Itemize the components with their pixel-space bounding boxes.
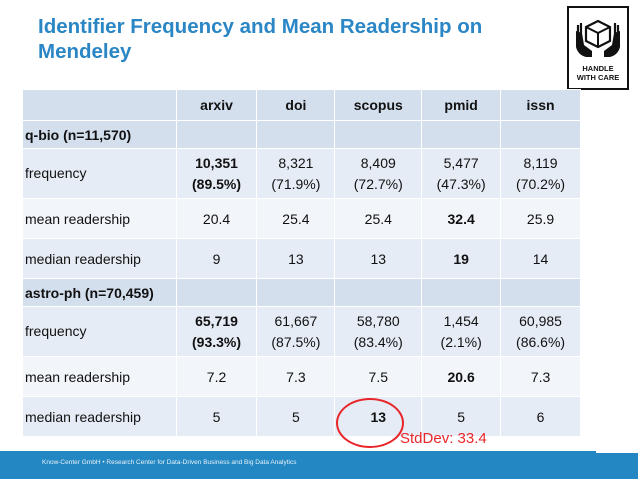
column-header-doi: doi bbox=[256, 89, 336, 121]
table-row: frequency 65,719 (93.3%) 61,667 (87.5%) 58,… bbox=[22, 306, 581, 357]
section-empty-cell bbox=[256, 278, 336, 307]
section-empty-cell bbox=[500, 278, 581, 307]
footer-bar: Know-Center GmbH • Research Center for D… bbox=[0, 451, 638, 479]
table-cell: 1,454 (2.1%) bbox=[421, 306, 502, 357]
table-row: mean readership 7.2 7.3 7.5 20.6 7.3 bbox=[22, 356, 581, 397]
table-cell: 8,119 (70.2%) bbox=[500, 148, 581, 199]
section-empty-cell bbox=[175, 120, 258, 149]
section-empty-cell bbox=[421, 120, 502, 149]
row-label: mean readership bbox=[22, 198, 177, 239]
section-empty-cell bbox=[256, 120, 336, 149]
table-cell: 58,780 (83.4%) bbox=[334, 306, 423, 357]
table-cell: 19 bbox=[421, 238, 502, 279]
section-empty-cell bbox=[500, 120, 581, 149]
highlight-circle bbox=[336, 398, 404, 448]
header-empty-cell bbox=[22, 89, 177, 121]
section-label: q-bio (n=11,570) bbox=[22, 120, 177, 149]
table-cell: 20.4 bbox=[175, 198, 258, 239]
row-label: median readership bbox=[22, 396, 177, 437]
table-cell: 13 bbox=[256, 238, 336, 279]
row-label: mean readership bbox=[22, 356, 177, 397]
table-cell: 13 bbox=[334, 238, 423, 279]
identifier-table: arxiv doi scopus pmid issn q-bio (n=11,570) fr… bbox=[22, 89, 581, 437]
section-label: astro-ph (n=70,459) bbox=[22, 278, 177, 307]
table-row: median readership 5 5 13 5 6 bbox=[22, 396, 581, 437]
table-cell: 32.4 bbox=[421, 198, 502, 239]
table-cell: 5 bbox=[256, 396, 336, 437]
table-cell: 9 bbox=[175, 238, 258, 279]
column-header-scopus: scopus bbox=[334, 89, 423, 121]
table-cell: 7.2 bbox=[175, 356, 258, 397]
logo-text-line1: HANDLE bbox=[582, 64, 614, 73]
table-cell: 60,985 (86.6%) bbox=[500, 306, 581, 357]
section-empty-cell bbox=[175, 278, 258, 307]
table-cell: 8,409 (72.7%) bbox=[334, 148, 423, 199]
table-row: median readership 9 13 13 19 14 bbox=[22, 238, 581, 279]
table-row: mean readership 20.4 25.4 25.4 32.4 25.9 bbox=[22, 198, 581, 239]
table-cell: 7.3 bbox=[500, 356, 581, 397]
table-cell: 14 bbox=[500, 238, 581, 279]
column-header-pmid: pmid bbox=[421, 89, 502, 121]
table-cell: 20.6 bbox=[421, 356, 502, 397]
section-row: q-bio (n=11,570) bbox=[22, 120, 581, 149]
row-label: frequency bbox=[22, 306, 177, 357]
table-cell: 6 bbox=[500, 396, 581, 437]
table-cell: 25.4 bbox=[256, 198, 336, 239]
table-cell: 5,477 (47.3%) bbox=[421, 148, 502, 199]
table-cell: 25.4 bbox=[334, 198, 423, 239]
table-cell: 65,719 (93.3%) bbox=[175, 306, 258, 357]
stddev-annotation: StdDev: 33.4 bbox=[400, 430, 487, 447]
slide-title: Identifier Frequency and Mean Readership… bbox=[38, 15, 483, 63]
table-cell: 5 bbox=[175, 396, 258, 437]
section-row: astro-ph (n=70,459) bbox=[22, 278, 581, 307]
handle-with-care-logo: HANDLE WITH CARE bbox=[567, 6, 629, 90]
table-cell: 7.3 bbox=[256, 356, 336, 397]
row-label: median readership bbox=[22, 238, 177, 279]
table-cell: 61,667 (87.5%) bbox=[256, 306, 336, 357]
row-label: frequency bbox=[22, 148, 177, 199]
column-header-arxiv: arxiv bbox=[175, 89, 258, 121]
logo-text-line2: WITH CARE bbox=[576, 73, 620, 82]
section-empty-cell bbox=[334, 120, 423, 149]
table-cell: 8,321 (71.9%) bbox=[256, 148, 336, 199]
footer-text: Know-Center GmbH • Research Center for D… bbox=[42, 459, 297, 466]
table-header-row: arxiv doi scopus pmid issn bbox=[22, 89, 581, 121]
section-empty-cell bbox=[334, 278, 423, 307]
box-hands-icon bbox=[576, 19, 620, 57]
table-row: frequency 10,351 (89.5%) 8,321 (71.9%) 8,40… bbox=[22, 148, 581, 199]
footer-divider bbox=[596, 451, 638, 453]
column-header-issn: issn bbox=[500, 89, 581, 121]
table-cell: 25.9 bbox=[500, 198, 581, 239]
table-cell: 10,351 (89.5%) bbox=[175, 148, 258, 199]
table-cell: 7.5 bbox=[334, 356, 423, 397]
section-empty-cell bbox=[421, 278, 502, 307]
